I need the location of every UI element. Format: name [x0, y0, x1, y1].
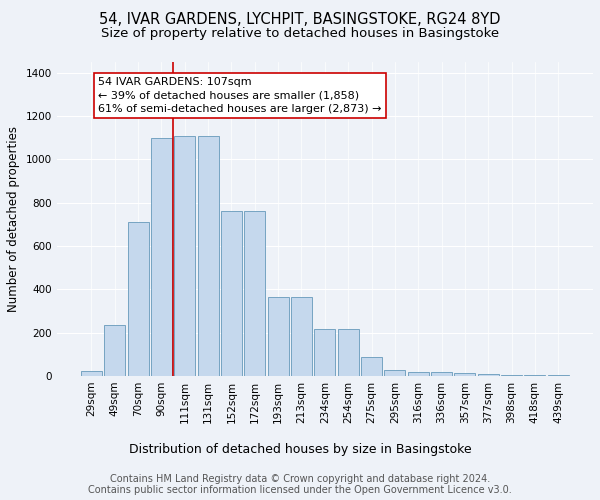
Bar	[361, 356, 382, 376]
Bar	[221, 212, 242, 376]
Bar	[385, 370, 406, 376]
Bar	[501, 375, 522, 376]
Bar	[244, 212, 265, 376]
Bar	[454, 373, 475, 376]
Bar	[524, 375, 545, 376]
Bar	[407, 372, 428, 376]
Bar	[431, 372, 452, 376]
Text: 54, IVAR GARDENS, LYCHPIT, BASINGSTOKE, RG24 8YD: 54, IVAR GARDENS, LYCHPIT, BASINGSTOKE, …	[99, 12, 501, 28]
Bar	[338, 330, 359, 376]
Text: Contains public sector information licensed under the Open Government Licence v3: Contains public sector information licen…	[88, 485, 512, 495]
Text: Distribution of detached houses by size in Basingstoke: Distribution of detached houses by size …	[128, 442, 472, 456]
Bar	[291, 297, 312, 376]
Text: Contains HM Land Registry data © Crown copyright and database right 2024.: Contains HM Land Registry data © Crown c…	[110, 474, 490, 484]
Bar	[104, 325, 125, 376]
Bar	[151, 138, 172, 376]
Bar	[81, 370, 102, 376]
Y-axis label: Number of detached properties: Number of detached properties	[7, 126, 20, 312]
Bar	[314, 330, 335, 376]
Bar	[128, 222, 149, 376]
Text: Size of property relative to detached houses in Basingstoke: Size of property relative to detached ho…	[101, 28, 499, 40]
Bar	[197, 136, 218, 376]
Text: 54 IVAR GARDENS: 107sqm
← 39% of detached houses are smaller (1,858)
61% of semi: 54 IVAR GARDENS: 107sqm ← 39% of detache…	[98, 77, 382, 114]
Bar	[268, 297, 289, 376]
Bar	[478, 374, 499, 376]
Bar	[175, 136, 196, 376]
